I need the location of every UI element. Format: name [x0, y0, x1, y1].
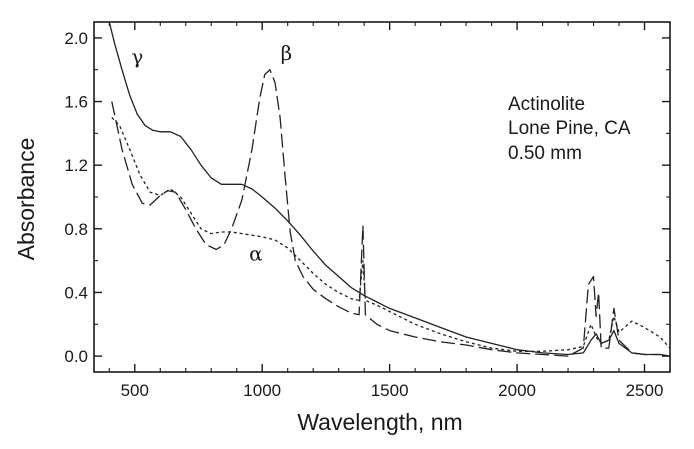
y-tick-label: 0.8: [64, 220, 88, 239]
series-label-2: β: [281, 41, 293, 65]
labels-layer: Wavelength, nm Absorbance Actinolite Lon…: [13, 41, 631, 435]
x-tick-label: 2000: [498, 381, 536, 400]
x-tick-label: 500: [121, 381, 149, 400]
x-tick-label: 2500: [626, 381, 664, 400]
axes-layer: 500 1000 1500 2000 2500 0.0 0.4 0.8 1.2 1.6 2.0: [64, 21, 671, 400]
annotation-line-3: 0.50 mm: [508, 143, 582, 164]
y-axis-title: Absorbance: [13, 138, 39, 261]
y-tick-label: 1.6: [64, 93, 88, 112]
x-tick-label: 1500: [371, 381, 409, 400]
series-label-3: α: [249, 242, 263, 266]
series-label-1: γ: [131, 44, 143, 68]
y-tick-label: 2.0: [64, 29, 88, 48]
y-tick-label: 0.4: [64, 283, 88, 302]
curves-layer: [108, 22, 670, 357]
series-line-1: [108, 22, 670, 357]
y-tick-label: 0.0: [64, 347, 88, 366]
y-tick-label: 1.2: [64, 156, 88, 175]
annotation-line-2: Lone Pine, CA: [508, 118, 631, 139]
x-tick-label: 1000: [243, 381, 281, 400]
series-line-2: [111, 69, 670, 357]
annotation-line-1: Actinolite: [508, 94, 585, 115]
x-axis-title: Wavelength, nm: [297, 409, 462, 435]
